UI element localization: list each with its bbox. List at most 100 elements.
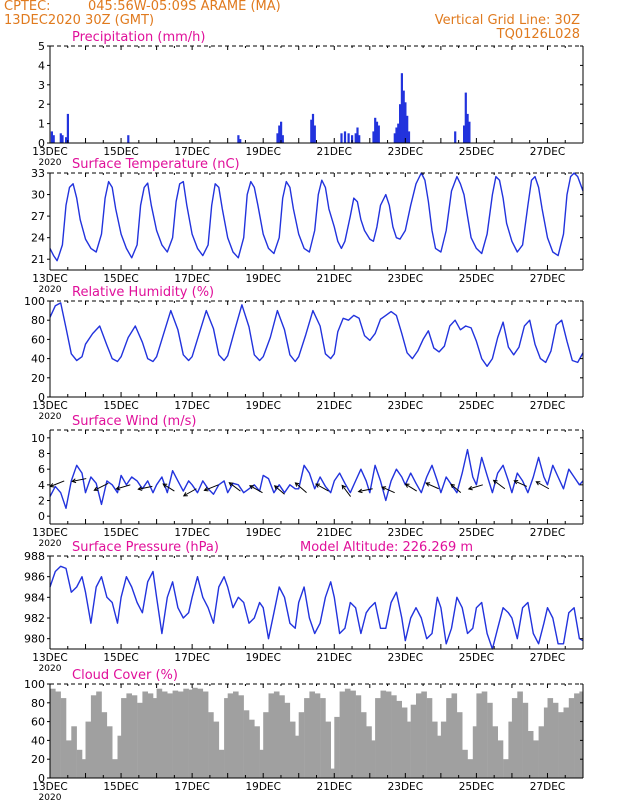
precipitation-bar (237, 135, 240, 143)
precipitation-bar (402, 90, 405, 143)
relative-humidity-panel: 0 20 40 60 80 100 13DEC 15DEC 17DEC 19DEC 21DEC 23D… (24, 285, 584, 422)
surface-wind-line (49, 448, 584, 509)
wind-vector-arrow (341, 484, 352, 497)
surface-temperature-xtick-label: 17DEC (174, 273, 209, 285)
surface-pressure-title: Surface Pressure (hPa) (72, 540, 219, 555)
cloud-cover-column (320, 698, 326, 778)
cloud-cover-column (202, 691, 209, 778)
surface-wind-xtick-label: 19DEC (245, 527, 280, 539)
cloud-cover-column (401, 707, 408, 778)
cloud-cover-xtick-label: 15DEC (103, 781, 138, 793)
precipitation-panel: 0 1 2 3 4 5 13DEC 15DEC 17DEC 19DEC 21DEC 23DEC 25DE… (32, 30, 584, 168)
precipitation-year-label: 2020 (39, 158, 62, 168)
cloud-cover-column (309, 691, 315, 778)
cloud-cover-column (456, 712, 463, 778)
wind-vector-arrow (273, 485, 285, 495)
precipitation-bar (59, 133, 62, 143)
cloud-cover-column (295, 735, 301, 778)
cloud-cover-column (289, 721, 296, 778)
cloud-cover-column (131, 695, 138, 778)
cloud-cover-column (142, 691, 148, 778)
wind-vector-arrow (228, 482, 241, 492)
cloud-cover-column (192, 687, 198, 778)
precipitation-bar (454, 131, 457, 143)
surface-wind-xtick-label: 15DEC (103, 527, 138, 539)
cloud-cover-column (472, 726, 479, 778)
cloud-cover-column (492, 726, 498, 778)
surface-pressure-ytick-label: 986 (24, 571, 45, 584)
cloud-cover-column (476, 693, 482, 778)
wind-vector-arrow (467, 484, 483, 491)
wind-vector-arrow (182, 488, 197, 497)
cloud-cover-xtick-label: 19DEC (245, 781, 280, 793)
surface-wind-xtick-label: 23DEC (388, 527, 423, 539)
surface-temperature-ytick-label: 27 (31, 210, 45, 223)
cloud-cover-column (508, 721, 514, 778)
relative-humidity-xtick-label: 17DEC (174, 400, 209, 412)
precipitation-xtick-label: 21DEC (317, 146, 352, 158)
surface-wind-ytick-label: 6 (38, 463, 45, 476)
cloud-cover-column (396, 700, 402, 778)
precipitation-xtick-label: 13DEC (32, 146, 67, 158)
cloud-cover-xtick-label: 17DEC (174, 781, 209, 793)
cloud-cover-column (360, 712, 367, 778)
cloud-cover-column (213, 721, 220, 778)
precipitation-bar (281, 135, 284, 143)
cloud-cover-column (339, 691, 346, 778)
precipitation-bar (406, 115, 409, 143)
precipitation-bar (374, 117, 377, 143)
wind-vector-arrow (535, 481, 550, 490)
surface-pressure-year-label: 2020 (39, 664, 62, 674)
surface-wind-ytick-label: 8 (38, 448, 45, 461)
header-source: CPTEC: (4, 0, 51, 14)
cloud-cover-ytick-label: 80 (31, 697, 45, 710)
cloud-cover-year-label: 2020 (39, 793, 62, 800)
surface-pressure-xtick-label: 19DEC (245, 652, 280, 664)
cloud-cover-column (101, 712, 108, 778)
surface-wind-xtick-label: 17DEC (174, 527, 209, 539)
surface-temperature-xtick-label: 21DEC (317, 273, 352, 285)
wind-vector-arrow (71, 478, 87, 484)
cloud-cover-column (183, 688, 189, 778)
cloud-cover-xtick-label: 27DEC (530, 781, 565, 793)
cloud-cover-xtick-label: 13DEC (32, 781, 67, 793)
cloud-cover-column (156, 688, 163, 778)
surface-pressure-ytick-label: 984 (24, 591, 45, 604)
relative-humidity-xtick-label: 23DEC (388, 400, 423, 412)
cloud-cover-column (446, 698, 452, 778)
cloud-cover-column (126, 693, 132, 778)
cloud-cover-column (543, 707, 550, 778)
cloud-cover-ytick-label: 60 (31, 716, 45, 729)
wind-vector-arrow (294, 482, 307, 494)
precipitation-xtick-label: 23DEC (388, 146, 423, 158)
cloud-cover-column (375, 698, 381, 778)
cloud-cover-column (503, 759, 509, 778)
cloud-cover-column (161, 691, 168, 778)
cloud-cover-column (350, 690, 356, 778)
cloud-cover-column (481, 691, 488, 778)
relative-humidity-ytick-label: 0 (38, 391, 45, 404)
precipitation-bar (347, 133, 350, 143)
surface-temperature-ytick-label: 21 (31, 253, 45, 266)
cloud-cover-column (517, 691, 523, 778)
relative-humidity-xtick-label: 27DEC (530, 400, 565, 412)
cloud-cover-column (416, 693, 422, 778)
cloud-cover-xtick-label: 23DEC (388, 781, 423, 793)
cloud-cover-column (304, 698, 310, 778)
cloud-cover-column (511, 698, 518, 778)
precipitation-bar (311, 113, 315, 143)
precipitation-ytick-label: 1 (38, 118, 45, 131)
cloud-cover-ytick-label: 40 (31, 734, 45, 747)
cloud-cover-column (227, 693, 234, 778)
surface-wind-ytick-label: 4 (38, 479, 45, 492)
surface-temperature-xtick-label: 27DEC (530, 273, 565, 285)
cloud-cover-column (121, 698, 127, 778)
precipitation-bar (466, 113, 469, 143)
cloud-cover-column (268, 693, 275, 778)
cloud-cover-column (147, 693, 154, 778)
cloud-cover-xtick-label: 25DEC (459, 781, 494, 793)
cloud-cover-column (527, 731, 534, 778)
cloud-cover-column (462, 749, 468, 778)
precipitation-xtick-label: 27DEC (530, 146, 565, 158)
